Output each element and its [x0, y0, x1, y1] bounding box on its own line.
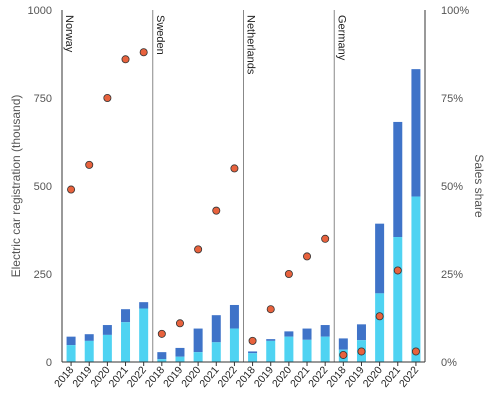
bar-light-segment — [229, 328, 239, 362]
y2-tick-label: 0% — [441, 357, 457, 369]
bar-dark-segment — [411, 69, 421, 197]
y2-tick-label: 25% — [441, 269, 463, 281]
y-axis-label: Electric car registration (thousand) — [9, 95, 23, 278]
share-point — [67, 185, 76, 194]
grid-layer — [152, 10, 335, 362]
bar-light-segment — [175, 356, 185, 362]
panel-label: Germany — [335, 15, 347, 61]
bar-dark-segment — [320, 325, 330, 337]
share-point — [103, 94, 112, 103]
bar-light-segment — [102, 334, 112, 362]
share-point — [194, 245, 203, 254]
bar-light-segment — [375, 293, 385, 362]
share-point — [85, 160, 94, 169]
share-point — [248, 336, 257, 345]
y-tick-label: 750 — [34, 93, 52, 105]
bar-light-segment — [302, 339, 312, 362]
share-point — [357, 347, 366, 356]
bar-dark-segment — [393, 121, 403, 238]
bar-dark-segment — [121, 309, 131, 323]
point-layer — [67, 48, 420, 359]
bar-dark-segment — [302, 328, 312, 340]
bar-dark-segment — [229, 304, 239, 329]
bar-dark-segment — [375, 223, 385, 294]
panel-label: Norway — [63, 15, 75, 53]
bar-dark-segment — [102, 325, 112, 335]
bar-light-segment — [284, 336, 294, 362]
panel-label: Sweden — [154, 15, 166, 55]
axis-layer — [61, 10, 426, 366]
share-point — [321, 234, 330, 243]
share-point — [121, 55, 130, 64]
share-point — [230, 164, 239, 173]
y2-tick-label: 100% — [441, 5, 469, 17]
share-point — [339, 350, 348, 359]
panel-label: Netherlands — [245, 15, 257, 75]
bar-dark-segment — [139, 302, 149, 309]
share-point — [375, 312, 384, 321]
share-point — [266, 305, 275, 314]
share-point — [139, 48, 148, 57]
y2-tick-label: 50% — [441, 181, 463, 193]
y2-axis-label: Sales share — [472, 154, 486, 218]
bar-dark-segment — [84, 334, 94, 341]
bar-light-segment — [84, 340, 94, 362]
y-tick-label: 500 — [34, 181, 52, 193]
bar-dark-segment — [284, 331, 294, 337]
bar-light-segment — [139, 308, 149, 362]
bar-light-segment — [411, 196, 421, 362]
y-tick-label: 250 — [34, 269, 52, 281]
share-point — [212, 206, 221, 215]
bar-dark-segment — [211, 315, 221, 343]
share-point — [157, 329, 166, 338]
y-tick-label: 0 — [46, 357, 52, 369]
share-point — [393, 266, 402, 275]
share-point — [284, 269, 293, 278]
bar-light-segment — [66, 345, 76, 362]
bar-light-segment — [393, 237, 403, 362]
share-point — [303, 252, 312, 261]
bar-dark-segment — [248, 351, 258, 354]
bar-light-segment — [320, 336, 330, 362]
bar-dark-segment — [193, 328, 203, 353]
bar-dark-segment — [66, 336, 76, 346]
bar-dark-segment — [356, 324, 366, 341]
bar-light-segment — [248, 353, 258, 362]
share-point — [175, 319, 184, 328]
y-tick-label: 1000 — [28, 5, 52, 17]
bar-light-segment — [193, 352, 203, 362]
bar-light-segment — [121, 322, 131, 362]
bar-dark-segment — [175, 347, 185, 357]
bar-light-segment — [211, 342, 221, 362]
bar-light-segment — [266, 340, 276, 362]
bar-dark-segment — [338, 338, 348, 350]
y2-tick-label: 75% — [441, 93, 463, 105]
bar-dark-segment — [157, 352, 167, 360]
share-point — [411, 347, 420, 356]
bar-dark-segment — [266, 339, 276, 341]
bar-light-segment — [157, 359, 167, 362]
